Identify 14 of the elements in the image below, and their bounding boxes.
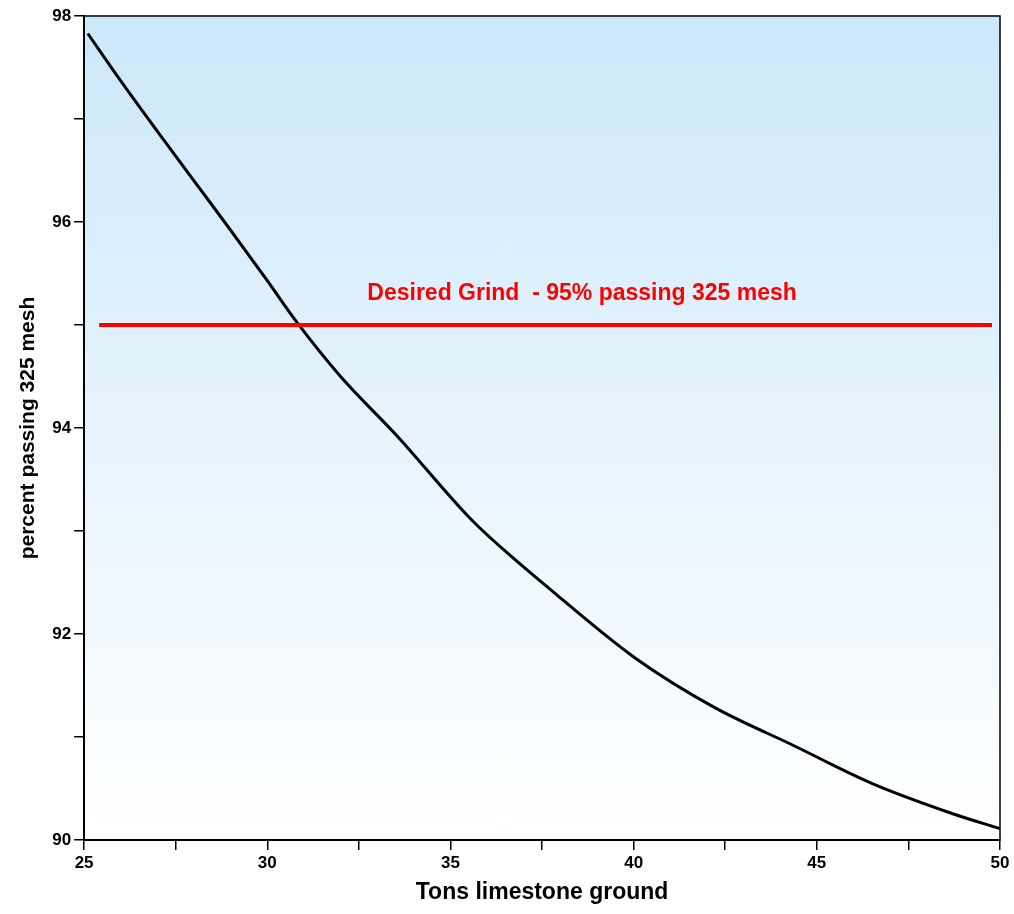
x-tick-label: 50 — [990, 852, 1010, 872]
x-tick-label: 25 — [74, 852, 94, 872]
x-tick-label: 35 — [441, 852, 460, 872]
y-tick-label: 92 — [52, 623, 72, 643]
ref-line-label: Desired Grind - 95% passing 325 mesh — [367, 278, 797, 305]
y-tick-label: 96 — [52, 211, 72, 231]
x-tick-label: 40 — [624, 852, 644, 872]
y-tick-label: 98 — [52, 5, 72, 25]
x-tick-label: 30 — [257, 852, 277, 872]
y-tick-label: 94 — [52, 417, 72, 437]
y-axis-title: percent passing 325 mesh — [15, 296, 39, 560]
x-tick-label: 45 — [807, 852, 827, 872]
y-tick-label: 90 — [52, 829, 72, 849]
x-axis-title: Tons limestone ground — [415, 877, 669, 904]
